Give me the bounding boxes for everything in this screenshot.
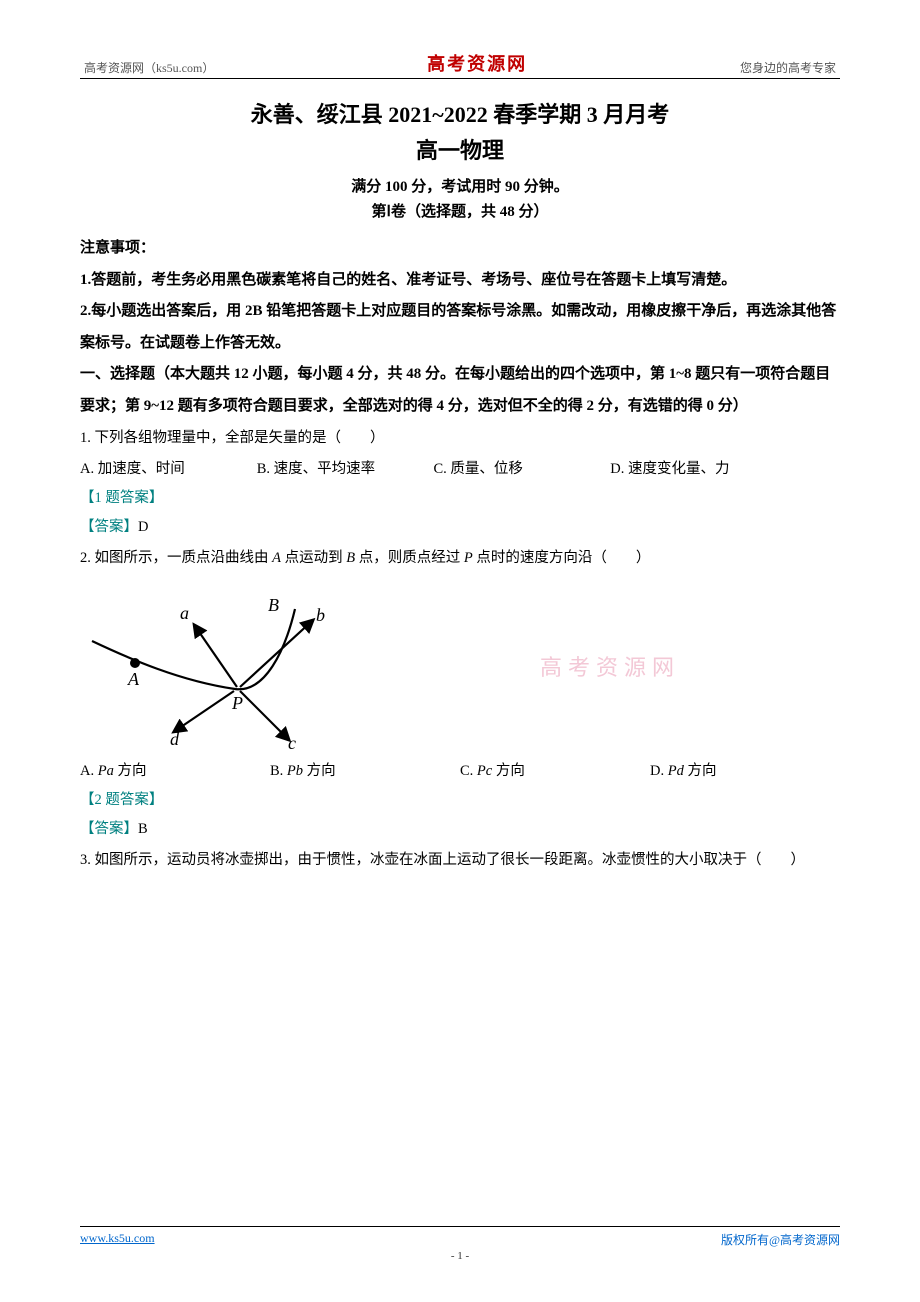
q2-option-d: D. Pd 方向 — [650, 757, 840, 786]
q2-point-b: B — [346, 550, 355, 566]
footer-page-number: - 1 - — [80, 1250, 840, 1262]
q2-answer-prefix: 【答案】 — [80, 821, 138, 837]
arrow-d — [175, 691, 234, 731]
exam-subtitle: 高一物理 — [80, 133, 840, 165]
footer-url: www.ks5u.com — [80, 1231, 155, 1248]
header-left: 高考资源网（ks5u.com） — [84, 59, 214, 76]
label-a-dir: a — [180, 603, 189, 623]
exam-meta: 满分 100 分，考试用时 90 分钟。 — [80, 175, 840, 196]
q2-stem-mid2: 点，则质点经过 — [355, 550, 464, 566]
label-a: A — [127, 669, 140, 689]
label-d-dir: d — [170, 729, 180, 749]
q2-figure: A P B a b c d — [80, 581, 360, 751]
q2-stem: 2. 如图所示，一质点沿曲线由 A 点运动到 B 点，则质点经过 P 点时的速度… — [80, 544, 840, 573]
label-b-point: B — [268, 595, 279, 615]
q2-figure-wrap: A P B a b c d 高考资源网 — [80, 581, 840, 751]
label-c-dir: c — [288, 733, 296, 751]
q2-stem-mid1: 点运动到 — [281, 550, 346, 566]
q3-stem: 3. 如图所示，运动员将冰壶掷出，由于惯性，冰壶在冰面上运动了很长一段距离。冰壶… — [80, 846, 840, 875]
curve-path — [92, 609, 295, 689]
footer: www.ks5u.com 版权所有@高考资源网 - 1 - — [80, 1226, 840, 1262]
q2-answer-label: 【2 题答案】 — [80, 786, 840, 815]
q2-option-b: B. Pb 方向 — [270, 757, 460, 786]
notice-2: 2.每小题选出答案后，用 2B 铅笔把答题卡上对应题目的答案标号涂黑。如需改动，… — [80, 296, 840, 359]
q1-option-b: B. 速度、平均速率 — [257, 455, 434, 484]
q2-option-a: A. Pa 方向 — [80, 757, 270, 786]
section-heading: 第Ⅰ卷（选择题，共 48 分） — [80, 200, 840, 221]
header-row: 高考资源网（ks5u.com） 高考资源网 您身边的高考专家 — [80, 50, 840, 78]
notice-heading: 注意事项： — [80, 233, 840, 265]
q2-stem-pre: 2. 如图所示，一质点沿曲线由 — [80, 550, 272, 566]
q2-options: A. Pa 方向 B. Pb 方向 C. Pc 方向 D. Pd 方向 — [80, 757, 840, 786]
footer-rule — [80, 1226, 840, 1227]
q1-answer: 【答案】D — [80, 513, 840, 542]
label-p: P — [231, 693, 243, 713]
q1-stem: 1. 下列各组物理量中，全部是矢量的是（ ） — [80, 424, 840, 453]
header-right: 您身边的高考专家 — [740, 59, 836, 76]
arrow-c — [240, 691, 288, 739]
q1-answer-label: 【1 题答案】 — [80, 484, 840, 513]
q1-option-c: C. 质量、位移 — [434, 455, 611, 484]
q1-options: A. 加速度、时间 B. 速度、平均速率 C. 质量、位移 D. 速度变化量、力 — [80, 455, 840, 484]
q2-answer-value: B — [138, 821, 148, 837]
point-a-dot — [130, 658, 140, 668]
footer-copyright: 版权所有@高考资源网 — [721, 1231, 840, 1248]
footer-row: www.ks5u.com 版权所有@高考资源网 — [80, 1231, 840, 1248]
arrow-a — [195, 626, 237, 687]
header-center: 高考资源网 — [427, 50, 527, 76]
instructions: 一、选择题（本大题共 12 小题，每小题 4 分，共 48 分。在每小题给出的四… — [80, 359, 840, 422]
header-rule — [80, 78, 840, 79]
exam-title: 永善、绥江县 2021~2022 春季学期 3 月月考 — [80, 97, 840, 129]
q2-point-p: P — [464, 550, 473, 566]
page: 高考资源网（ks5u.com） 高考资源网 您身边的高考专家 永善、绥江县 20… — [0, 0, 920, 1302]
notice-1: 1.答题前，考生务必用黑色碳素笔将自己的姓名、准考证号、考场号、座位号在答题卡上… — [80, 265, 840, 297]
q2-point-a: A — [272, 550, 281, 566]
q2-option-c: C. Pc 方向 — [460, 757, 650, 786]
label-b-dir: b — [316, 605, 325, 625]
q1-answer-prefix: 【答案】 — [80, 519, 138, 535]
q2-stem-post: 点时的速度方向沿（ ） — [473, 550, 651, 566]
watermark: 高考资源网 — [540, 650, 680, 682]
q2-answer: 【答案】B — [80, 815, 840, 844]
q1-option-a: A. 加速度、时间 — [80, 455, 257, 484]
q1-option-d: D. 速度变化量、力 — [610, 455, 840, 484]
arrow-b — [240, 621, 312, 687]
q1-answer-value: D — [138, 519, 148, 535]
